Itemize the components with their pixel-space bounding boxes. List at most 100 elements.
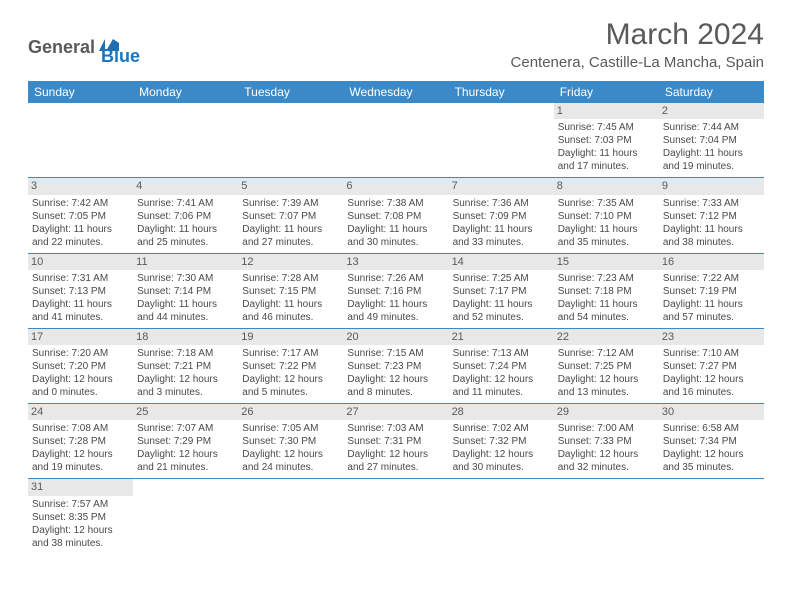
sunset-text: Sunset: 7:19 PM — [663, 285, 760, 298]
day-number: 18 — [133, 329, 238, 345]
logo-text-general: General — [28, 37, 95, 58]
logo-text-blue: Blue — [101, 46, 140, 67]
daylight-text: Daylight: 11 hours — [663, 298, 760, 311]
calendar-week: 1Sunrise: 7:45 AMSunset: 7:03 PMDaylight… — [28, 103, 764, 178]
daylight-text: and 30 minutes. — [453, 461, 550, 474]
sunset-text: Sunset: 7:07 PM — [242, 210, 339, 223]
daylight-text: Daylight: 12 hours — [347, 448, 444, 461]
calendar-day: 24Sunrise: 7:08 AMSunset: 7:28 PMDayligh… — [28, 404, 133, 479]
calendar-day: 14Sunrise: 7:25 AMSunset: 7:17 PMDayligh… — [449, 253, 554, 328]
sunset-text: Sunset: 7:33 PM — [558, 435, 655, 448]
sunset-text: Sunset: 7:29 PM — [137, 435, 234, 448]
calendar-empty — [28, 103, 133, 178]
title-block: March 2024 Centenera, Castille-La Mancha… — [511, 18, 764, 77]
daylight-text: Daylight: 12 hours — [453, 448, 550, 461]
sunrise-text: Sunrise: 6:58 AM — [663, 422, 760, 435]
daylight-text: and 52 minutes. — [453, 311, 550, 324]
sunset-text: Sunset: 7:12 PM — [663, 210, 760, 223]
daylight-text: Daylight: 12 hours — [137, 373, 234, 386]
sunset-text: Sunset: 7:17 PM — [453, 285, 550, 298]
calendar-empty — [133, 479, 238, 554]
day-number: 22 — [554, 329, 659, 345]
day-number: 6 — [343, 178, 448, 194]
sunset-text: Sunset: 7:18 PM — [558, 285, 655, 298]
daylight-text: Daylight: 12 hours — [347, 373, 444, 386]
daylight-text: and 8 minutes. — [347, 386, 444, 399]
daylight-text: and 44 minutes. — [137, 311, 234, 324]
day-number: 7 — [449, 178, 554, 194]
sunset-text: Sunset: 7:24 PM — [453, 360, 550, 373]
sunrise-text: Sunrise: 7:20 AM — [32, 347, 129, 360]
calendar-day: 20Sunrise: 7:15 AMSunset: 7:23 PMDayligh… — [343, 328, 448, 403]
sunset-text: Sunset: 8:35 PM — [32, 511, 129, 524]
daylight-text: and 3 minutes. — [137, 386, 234, 399]
day-number: 16 — [659, 254, 764, 270]
calendar-empty — [449, 103, 554, 178]
calendar-day: 3Sunrise: 7:42 AMSunset: 7:05 PMDaylight… — [28, 178, 133, 253]
sunset-text: Sunset: 7:20 PM — [32, 360, 129, 373]
daylight-text: Daylight: 11 hours — [32, 223, 129, 236]
calendar-day: 2Sunrise: 7:44 AMSunset: 7:04 PMDaylight… — [659, 103, 764, 178]
daylight-text: Daylight: 12 hours — [663, 448, 760, 461]
day-number: 14 — [449, 254, 554, 270]
sunrise-text: Sunrise: 7:23 AM — [558, 272, 655, 285]
day-number: 27 — [343, 404, 448, 420]
day-number: 30 — [659, 404, 764, 420]
day-number: 31 — [28, 479, 133, 495]
day-number: 19 — [238, 329, 343, 345]
daylight-text: Daylight: 11 hours — [137, 298, 234, 311]
day-number: 23 — [659, 329, 764, 345]
calendar-day: 16Sunrise: 7:22 AMSunset: 7:19 PMDayligh… — [659, 253, 764, 328]
sunset-text: Sunset: 7:25 PM — [558, 360, 655, 373]
calendar-empty — [449, 479, 554, 554]
daylight-text: Daylight: 11 hours — [663, 147, 760, 160]
calendar-day: 4Sunrise: 7:41 AMSunset: 7:06 PMDaylight… — [133, 178, 238, 253]
calendar-empty — [554, 479, 659, 554]
sunrise-text: Sunrise: 7:03 AM — [347, 422, 444, 435]
sunset-text: Sunset: 7:13 PM — [32, 285, 129, 298]
calendar-week: 24Sunrise: 7:08 AMSunset: 7:28 PMDayligh… — [28, 404, 764, 479]
logo: General Blue — [28, 28, 140, 67]
sunrise-text: Sunrise: 7:00 AM — [558, 422, 655, 435]
daylight-text: Daylight: 11 hours — [347, 223, 444, 236]
sunrise-text: Sunrise: 7:35 AM — [558, 197, 655, 210]
daylight-text: and 30 minutes. — [347, 236, 444, 249]
sunrise-text: Sunrise: 7:13 AM — [453, 347, 550, 360]
daylight-text: Daylight: 11 hours — [32, 298, 129, 311]
sunrise-text: Sunrise: 7:41 AM — [137, 197, 234, 210]
calendar-empty — [133, 103, 238, 178]
sunrise-text: Sunrise: 7:18 AM — [137, 347, 234, 360]
header: General Blue March 2024 Centenera, Casti… — [28, 18, 764, 77]
sunrise-text: Sunrise: 7:44 AM — [663, 121, 760, 134]
calendar-week: 3Sunrise: 7:42 AMSunset: 7:05 PMDaylight… — [28, 178, 764, 253]
calendar-day: 13Sunrise: 7:26 AMSunset: 7:16 PMDayligh… — [343, 253, 448, 328]
daylight-text: Daylight: 11 hours — [453, 223, 550, 236]
calendar-day: 11Sunrise: 7:30 AMSunset: 7:14 PMDayligh… — [133, 253, 238, 328]
sunset-text: Sunset: 7:15 PM — [242, 285, 339, 298]
calendar-week: 17Sunrise: 7:20 AMSunset: 7:20 PMDayligh… — [28, 328, 764, 403]
daylight-text: Daylight: 12 hours — [137, 448, 234, 461]
daylight-text: Daylight: 11 hours — [242, 223, 339, 236]
sunset-text: Sunset: 7:34 PM — [663, 435, 760, 448]
daylight-text: and 16 minutes. — [663, 386, 760, 399]
calendar-empty — [343, 479, 448, 554]
calendar-table: SundayMondayTuesdayWednesdayThursdayFrid… — [28, 81, 764, 554]
day-number: 28 — [449, 404, 554, 420]
day-header: Wednesday — [343, 81, 448, 103]
daylight-text: Daylight: 12 hours — [32, 448, 129, 461]
daylight-text: Daylight: 11 hours — [453, 298, 550, 311]
daylight-text: and 38 minutes. — [32, 537, 129, 550]
day-number: 25 — [133, 404, 238, 420]
sunrise-text: Sunrise: 7:02 AM — [453, 422, 550, 435]
daylight-text: and 21 minutes. — [137, 461, 234, 474]
day-number: 3 — [28, 178, 133, 194]
day-number: 29 — [554, 404, 659, 420]
sunrise-text: Sunrise: 7:30 AM — [137, 272, 234, 285]
day-number: 24 — [28, 404, 133, 420]
daylight-text: Daylight: 11 hours — [137, 223, 234, 236]
calendar-day: 31Sunrise: 7:57 AMSunset: 8:35 PMDayligh… — [28, 479, 133, 554]
day-header: Friday — [554, 81, 659, 103]
sunrise-text: Sunrise: 7:07 AM — [137, 422, 234, 435]
calendar-day: 17Sunrise: 7:20 AMSunset: 7:20 PMDayligh… — [28, 328, 133, 403]
daylight-text: and 11 minutes. — [453, 386, 550, 399]
